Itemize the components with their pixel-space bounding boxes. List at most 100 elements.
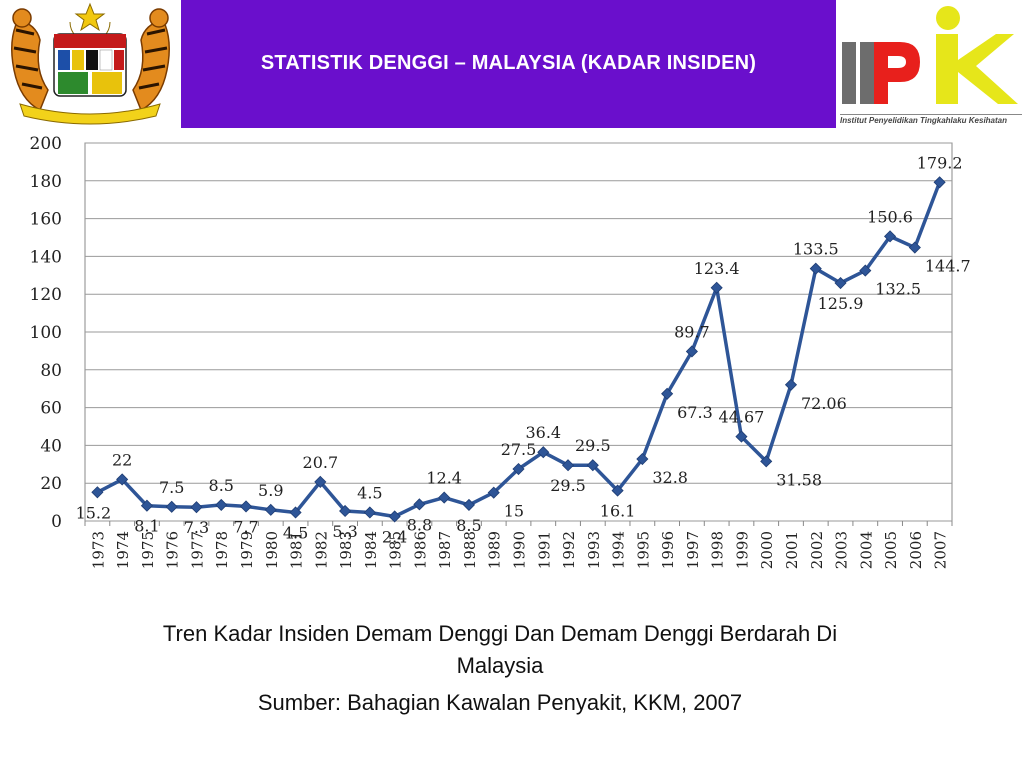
data-point-marker bbox=[314, 475, 327, 488]
data-point-marker bbox=[264, 503, 277, 516]
data-label: 36.4 bbox=[525, 423, 561, 442]
series-line bbox=[91, 176, 946, 523]
x-axis: 1973 1974 1975 1976 1977 1978 1979 1980 1981 1982… bbox=[84, 521, 953, 569]
x-tick-label: 1983 bbox=[337, 531, 355, 569]
data-label: 8.8 bbox=[407, 515, 432, 534]
x-tick-label: 1988 bbox=[461, 531, 479, 569]
x-tick-label: 1976 bbox=[164, 531, 182, 569]
y-tick-label: 120 bbox=[30, 285, 62, 305]
x-tick-label: 1978 bbox=[213, 531, 231, 569]
header-band bbox=[181, 0, 836, 128]
data-label: 8.5 bbox=[456, 516, 481, 535]
x-tick-label: 1984 bbox=[362, 531, 380, 569]
x-tick-label: 1991 bbox=[535, 531, 553, 569]
data-point-marker bbox=[239, 500, 253, 513]
data-point-marker bbox=[165, 500, 178, 513]
x-tick-label: 1974 bbox=[114, 531, 132, 569]
data-point-marker bbox=[116, 473, 129, 486]
y-tick-label: 40 bbox=[40, 436, 62, 456]
slide-title: STATISTIK DENGGI – MALAYSIA (KADAR INSID… bbox=[260, 52, 757, 74]
data-point-marker bbox=[784, 378, 798, 391]
data-point-marker bbox=[760, 455, 773, 468]
data-label: 7.5 bbox=[159, 478, 184, 497]
chart-source: Sumber: Bahagian Kawalan Penyakit, KKM, … bbox=[257, 690, 743, 715]
data-label: 5.9 bbox=[258, 481, 283, 500]
data-point-marker bbox=[809, 262, 822, 275]
data-label: 22 bbox=[112, 450, 132, 469]
data-label: 31.58 bbox=[776, 470, 822, 489]
x-tick-label: 1985 bbox=[387, 531, 405, 569]
data-point-marker bbox=[933, 176, 946, 189]
data-point-marker bbox=[462, 498, 476, 512]
x-tick-label: 1981 bbox=[288, 531, 306, 569]
y-tick-label: 60 bbox=[40, 399, 62, 419]
data-point-marker bbox=[561, 459, 575, 472]
y-tick-label: 20 bbox=[40, 474, 62, 494]
data-label: 125.9 bbox=[818, 294, 864, 313]
data-point-marker bbox=[685, 345, 698, 358]
data-label: 29.5 bbox=[550, 476, 586, 495]
data-point-marker bbox=[438, 491, 451, 504]
chart-gridlines bbox=[84, 142, 953, 522]
x-tick-label: 1986 bbox=[411, 531, 429, 569]
data-label: 179.2 bbox=[917, 153, 963, 172]
data-label: 15.2 bbox=[76, 503, 112, 522]
data-label: 133.5 bbox=[793, 240, 839, 259]
y-tick-label: 200 bbox=[30, 134, 62, 154]
data-label: 150.6 bbox=[867, 207, 913, 226]
x-tick-label: 1999 bbox=[733, 531, 751, 569]
x-tick-label: 1979 bbox=[238, 531, 256, 569]
x-tick-label: 1990 bbox=[511, 531, 529, 569]
ipk-logo bbox=[842, 6, 1018, 104]
data-label: 29.5 bbox=[575, 436, 611, 455]
malaysia-coat-of-arms bbox=[11, 2, 170, 125]
data-point-marker bbox=[190, 501, 203, 514]
x-tick-label: 2003 bbox=[833, 531, 851, 569]
x-tick-label: 1992 bbox=[560, 531, 578, 569]
data-label: 144.7 bbox=[925, 257, 971, 276]
slide-header: STATISTIK DENGGI – MALAYSIA (KADAR INSID… bbox=[0, 0, 1024, 128]
caption-line-1: Tren Kadar Insiden Demam Denggi Dan Dema… bbox=[162, 621, 838, 646]
x-tick-label: 1994 bbox=[610, 531, 628, 569]
data-point-marker bbox=[735, 430, 748, 443]
x-tick-label: 1980 bbox=[263, 531, 281, 569]
data-label: 5.3 bbox=[332, 522, 357, 541]
y-tick-label: 140 bbox=[30, 247, 62, 267]
data-label: 7.3 bbox=[184, 518, 209, 537]
y-axis: 0 20 40 60 80 100 120 140 160 180 200 bbox=[30, 134, 62, 532]
data-point-marker bbox=[636, 452, 649, 466]
x-tick-label: 2006 bbox=[907, 531, 925, 569]
data-point-marker bbox=[710, 281, 723, 294]
data-label: 27.5 bbox=[501, 440, 537, 459]
data-point-marker bbox=[611, 484, 624, 497]
data-label: 8.5 bbox=[209, 476, 234, 495]
x-tick-label: 1997 bbox=[684, 531, 702, 569]
x-tick-label: 1998 bbox=[709, 531, 727, 569]
x-tick-label: 1995 bbox=[634, 531, 652, 569]
chart-caption: Tren Kadar Insiden Demam Denggi Dan Dema… bbox=[0, 618, 1000, 682]
dengue-incidence-chart: 0 20 40 60 80 100 120 140 160 180 200 1973 1974 1975… bbox=[30, 134, 971, 569]
x-tick-label: 2000 bbox=[758, 531, 776, 569]
data-point-marker bbox=[512, 462, 525, 476]
data-label: 15 bbox=[504, 502, 524, 521]
data-point-marker bbox=[289, 506, 302, 519]
x-tick-label: 2005 bbox=[882, 531, 900, 569]
data-point-marker bbox=[537, 446, 550, 459]
x-tick-label: 1987 bbox=[436, 531, 454, 569]
data-point-marker bbox=[215, 498, 228, 512]
data-point-marker bbox=[388, 510, 401, 523]
data-label: 44.67 bbox=[719, 408, 765, 427]
x-tick-label: 1977 bbox=[188, 531, 206, 569]
data-point-marker bbox=[140, 499, 153, 512]
data-label: 67.3 bbox=[677, 403, 713, 422]
x-tick-label: 1989 bbox=[486, 531, 504, 569]
x-tick-label: 1975 bbox=[139, 531, 157, 569]
data-point-marker bbox=[834, 276, 847, 290]
y-tick-label: 80 bbox=[40, 361, 62, 381]
data-point-marker bbox=[91, 486, 104, 499]
x-tick-label: 1973 bbox=[89, 531, 107, 569]
x-tick-label: 2004 bbox=[857, 531, 875, 569]
caption-line-2: Malaysia bbox=[456, 653, 544, 678]
data-point-marker bbox=[487, 486, 500, 499]
x-tick-label: 1993 bbox=[585, 531, 603, 569]
